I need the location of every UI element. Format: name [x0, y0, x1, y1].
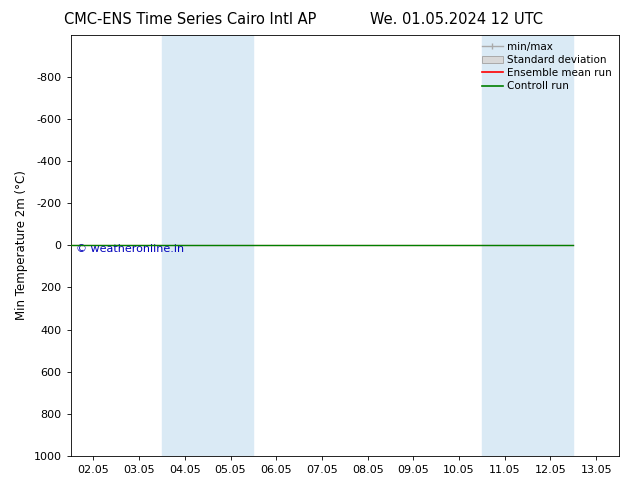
Text: © weatheronline.in: © weatheronline.in	[76, 244, 184, 254]
Text: We. 01.05.2024 12 UTC: We. 01.05.2024 12 UTC	[370, 12, 543, 27]
Bar	[482, 35, 527, 456]
Bar	[162, 35, 208, 456]
Legend: min/max, Standard deviation, Ensemble mean run, Controll run: min/max, Standard deviation, Ensemble me…	[478, 38, 616, 96]
Bar	[527, 35, 573, 456]
Text: CMC-ENS Time Series Cairo Intl AP: CMC-ENS Time Series Cairo Intl AP	[64, 12, 316, 27]
Y-axis label: Min Temperature 2m (°C): Min Temperature 2m (°C)	[15, 171, 28, 320]
Bar	[208, 35, 254, 456]
